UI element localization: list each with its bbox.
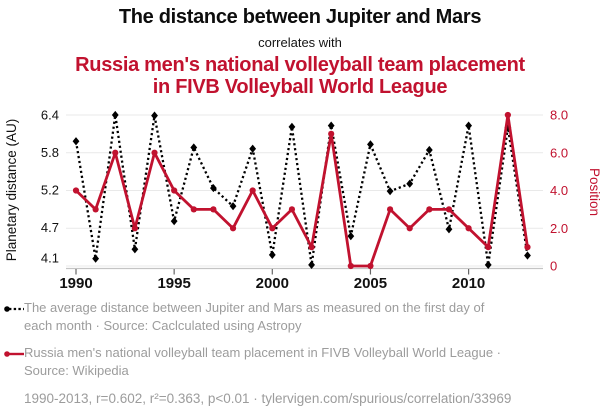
- svg-text:2000: 2000: [256, 275, 289, 292]
- legend-item-label: Russia men's national volleyball team pl…: [24, 345, 501, 378]
- right-axis-title: Position: [587, 168, 600, 216]
- chart-subtitle: Russia men's national volleyball team pl…: [75, 54, 525, 98]
- y-axis-right: 8.0 6.0 4.0 2.0 0 Position: [550, 108, 600, 274]
- chart-header: The distance between Jupiter and Mars co…: [0, 5, 600, 98]
- y-axis-left: 6.4 5.8 5.2 4.7 4.1 Planetary distance (AU): [4, 108, 59, 266]
- svg-text:8.0: 8.0: [550, 108, 568, 123]
- chart-legend: The average distance between Jupiter and…: [4, 299, 596, 406]
- svg-text:2010: 2010: [452, 275, 485, 292]
- svg-text:2.0: 2.0: [550, 221, 568, 236]
- svg-text:6.4: 6.4: [41, 108, 59, 123]
- svg-text:5.8: 5.8: [41, 145, 59, 160]
- legend-item-volleyball: Russia men's national volleyball team pl…: [4, 344, 596, 380]
- x-axis: 1990 1995 2000 2005 2010: [59, 267, 543, 292]
- stats-footer: 1990-2013, r=0.602, r²=0.363, p<0.01 · t…: [24, 391, 512, 406]
- svg-text:4.7: 4.7: [41, 220, 59, 235]
- chart-title: The distance between Jupiter and Mars: [118, 6, 482, 28]
- svg-text:1995: 1995: [157, 275, 190, 292]
- correlates-with-label: correlates with: [258, 35, 342, 50]
- svg-text:6.0: 6.0: [550, 145, 568, 160]
- legend-item-jupiter-mars: The average distance between Jupiter and…: [4, 299, 596, 335]
- red-solid-series-marker-icon: [4, 351, 24, 357]
- svg-text:1990: 1990: [59, 275, 92, 292]
- black-dotted-series-marker-icon: [4, 306, 24, 312]
- svg-text:0: 0: [550, 259, 557, 274]
- series-volleyball: [72, 111, 531, 270]
- left-axis-title: Planetary distance (AU): [4, 119, 19, 262]
- legend-item-label: The average distance between Jupiter and…: [24, 300, 485, 333]
- svg-text:5.2: 5.2: [41, 183, 59, 198]
- series-jupiter-mars: [72, 110, 531, 269]
- svg-text:2005: 2005: [354, 275, 387, 292]
- svg-text:4.1: 4.1: [41, 251, 59, 266]
- svg-text:4.0: 4.0: [550, 183, 568, 198]
